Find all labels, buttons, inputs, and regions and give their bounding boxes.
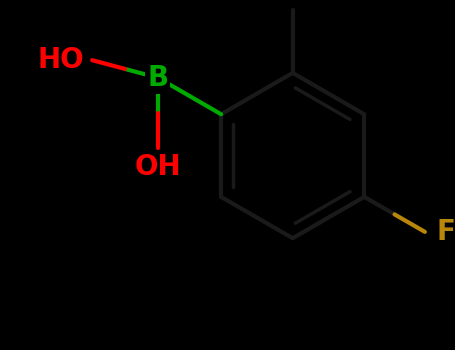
Text: F: F <box>436 218 455 246</box>
Text: OH: OH <box>135 153 181 181</box>
Text: B: B <box>147 64 168 92</box>
Text: HO: HO <box>38 46 85 74</box>
